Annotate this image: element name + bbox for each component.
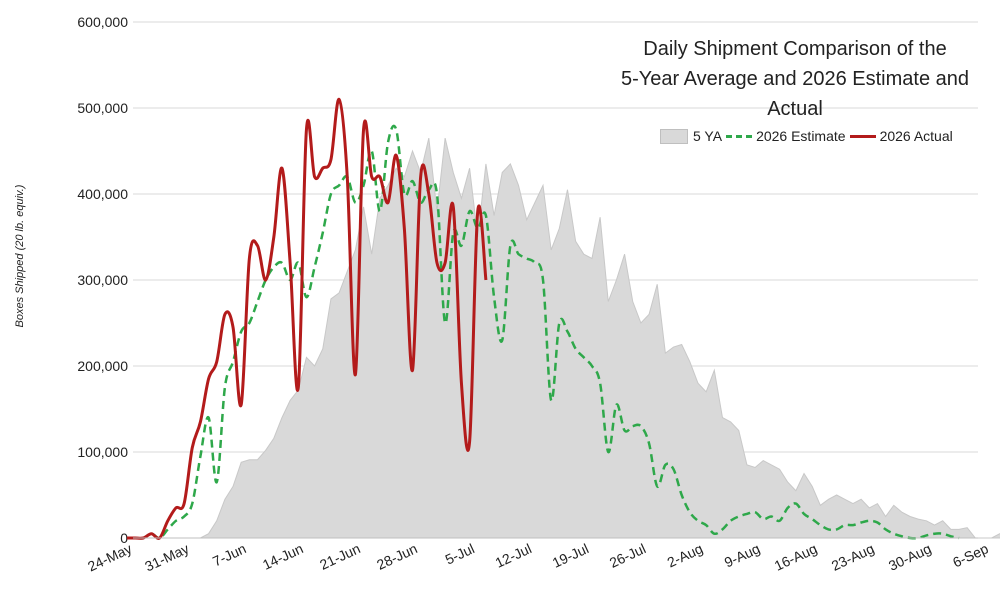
x-tick-label: 26-Jul — [607, 540, 648, 571]
x-axis-tick-labels: 24-May 31-May 7-Jun 14-Jun 21-Jun 28-Jun 5-Jul… — [85, 540, 991, 574]
x-tick-label: 31-May — [142, 540, 191, 574]
y-axis-label: Boxes Shipped (20 lb. equiv.) — [14, 184, 26, 328]
y-tick-label: 100,000 — [77, 444, 128, 460]
chart-title-line-1: Daily Shipment Comparison of the — [643, 38, 947, 60]
y-tick-label: 600,000 — [77, 14, 128, 30]
legend-swatch-solid — [849, 134, 876, 138]
area-5ya — [127, 137, 1000, 539]
legend-item-actual: 2026 Actual — [849, 128, 953, 144]
x-tick-label: 19-Jul — [550, 540, 591, 571]
x-tick-label: 2-Aug — [665, 540, 706, 570]
legend-item-estimate: 2026 Estimate — [726, 128, 846, 144]
x-tick-label: 14-Jun — [260, 540, 306, 573]
y-tick-label: 500,000 — [77, 100, 128, 116]
x-tick-label: 28-Jun — [374, 540, 420, 573]
legend-swatch-dashed — [726, 134, 753, 138]
chart-title-line-2: 5-Year Average and 2026 Estimate and — [620, 68, 970, 90]
series-5ya-area — [127, 137, 1000, 539]
legend-item-5ya: 5 YA — [660, 128, 722, 144]
line-2026-actual — [127, 97, 488, 540]
chart-title-line-3: Actual — [767, 98, 823, 120]
x-tick-label: 16-Aug — [772, 540, 820, 574]
x-tick-label: 21-Jun — [317, 540, 363, 573]
y-axis-tick-labels: 0 100,000 200,000 300,000 400,000 500,000 600,… — [77, 14, 128, 546]
x-tick-label: 9-Aug — [722, 540, 763, 570]
x-tick-label: 30-Aug — [886, 540, 934, 574]
chart-title: Daily Shipment Comparison of the 5-Year … — [590, 34, 1000, 124]
legend-label-actual: 2026 Actual — [879, 128, 953, 144]
legend: 5 YA 2026 Estimate 2026 Actual — [660, 128, 957, 144]
x-tick-label: 6-Sep — [950, 540, 991, 570]
y-tick-label: 400,000 — [77, 186, 128, 202]
legend-label-5ya: 5 YA — [693, 128, 723, 144]
y-tick-label: 200,000 — [77, 358, 128, 374]
legend-swatch-area — [660, 128, 688, 144]
x-tick-label: 5-Jul — [443, 540, 477, 567]
x-tick-label: 23-Aug — [829, 540, 877, 574]
series-2026-actual-line — [127, 97, 488, 540]
legend-label-estimate: 2026 Estimate — [756, 128, 846, 144]
x-tick-label: 24-May — [85, 540, 134, 574]
y-tick-label: 300,000 — [77, 272, 128, 288]
x-tick-label: 7-Jun — [210, 540, 249, 569]
y-tick-label: 0 — [120, 530, 128, 546]
x-tick-label: 12-Jul — [493, 540, 534, 571]
